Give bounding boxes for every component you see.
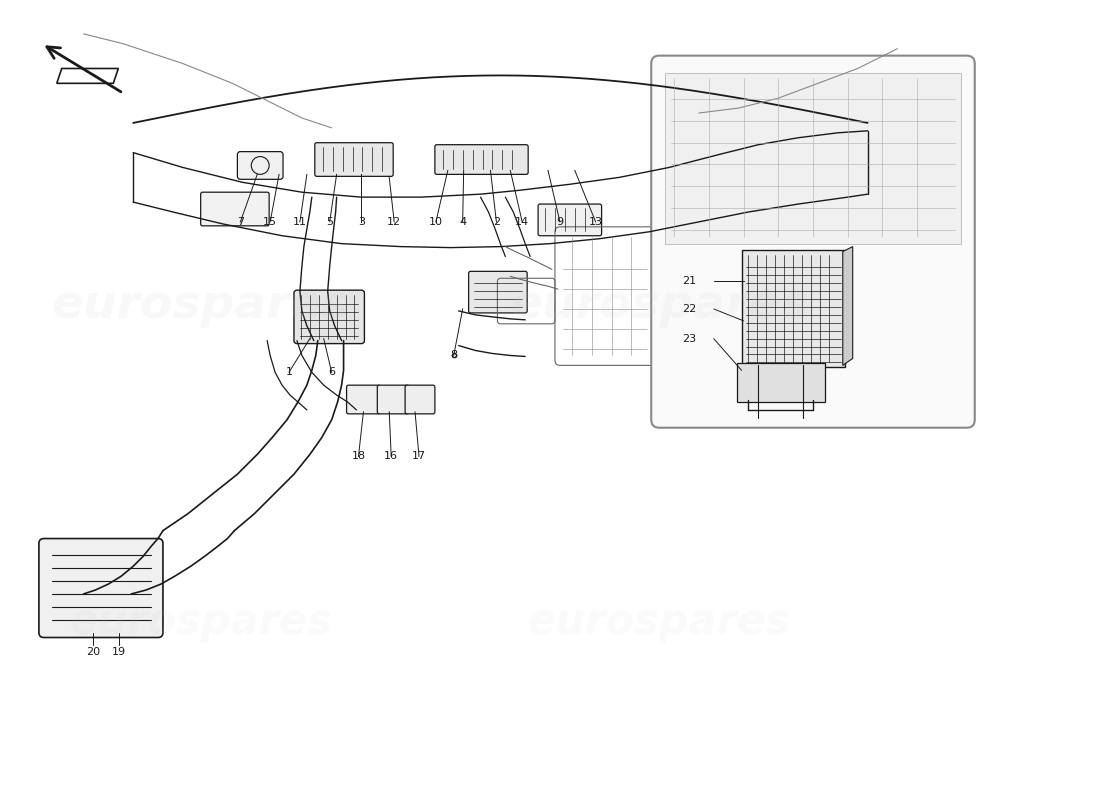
FancyBboxPatch shape: [737, 363, 825, 402]
Text: 5: 5: [327, 217, 333, 227]
FancyBboxPatch shape: [39, 538, 163, 638]
Text: 11: 11: [293, 217, 307, 227]
Text: 15: 15: [263, 217, 277, 227]
Text: 10: 10: [429, 217, 443, 227]
FancyBboxPatch shape: [538, 204, 602, 236]
FancyBboxPatch shape: [377, 385, 409, 414]
FancyBboxPatch shape: [346, 385, 381, 414]
Text: 18: 18: [351, 451, 365, 462]
Text: 2: 2: [493, 217, 500, 227]
Text: eurospares: eurospares: [528, 601, 791, 642]
FancyBboxPatch shape: [469, 271, 527, 313]
FancyBboxPatch shape: [238, 152, 283, 179]
Text: 20: 20: [87, 647, 100, 658]
Text: eurospares: eurospares: [69, 601, 332, 642]
Text: 1: 1: [286, 367, 293, 378]
Polygon shape: [843, 246, 852, 366]
Text: eurospares: eurospares: [52, 282, 350, 327]
Text: 3: 3: [358, 217, 365, 227]
FancyBboxPatch shape: [294, 290, 364, 343]
Text: 23: 23: [682, 334, 696, 344]
Text: 8: 8: [450, 350, 458, 361]
Text: 17: 17: [411, 451, 426, 462]
Text: 14: 14: [515, 217, 529, 227]
FancyBboxPatch shape: [405, 385, 435, 414]
Text: 21: 21: [682, 276, 696, 286]
Text: 6: 6: [328, 367, 336, 378]
Text: 7: 7: [236, 217, 244, 227]
Text: 22: 22: [682, 304, 696, 314]
Text: eurospares: eurospares: [510, 282, 808, 327]
Text: 12: 12: [387, 217, 402, 227]
FancyBboxPatch shape: [315, 142, 393, 176]
Text: 16: 16: [384, 451, 398, 462]
FancyBboxPatch shape: [200, 192, 270, 226]
FancyBboxPatch shape: [741, 250, 845, 367]
FancyBboxPatch shape: [651, 56, 975, 428]
FancyBboxPatch shape: [666, 74, 961, 244]
FancyBboxPatch shape: [434, 145, 528, 174]
Text: 19: 19: [112, 647, 126, 658]
Text: 9: 9: [557, 217, 563, 227]
Text: 13: 13: [588, 217, 603, 227]
Text: 4: 4: [459, 217, 466, 227]
